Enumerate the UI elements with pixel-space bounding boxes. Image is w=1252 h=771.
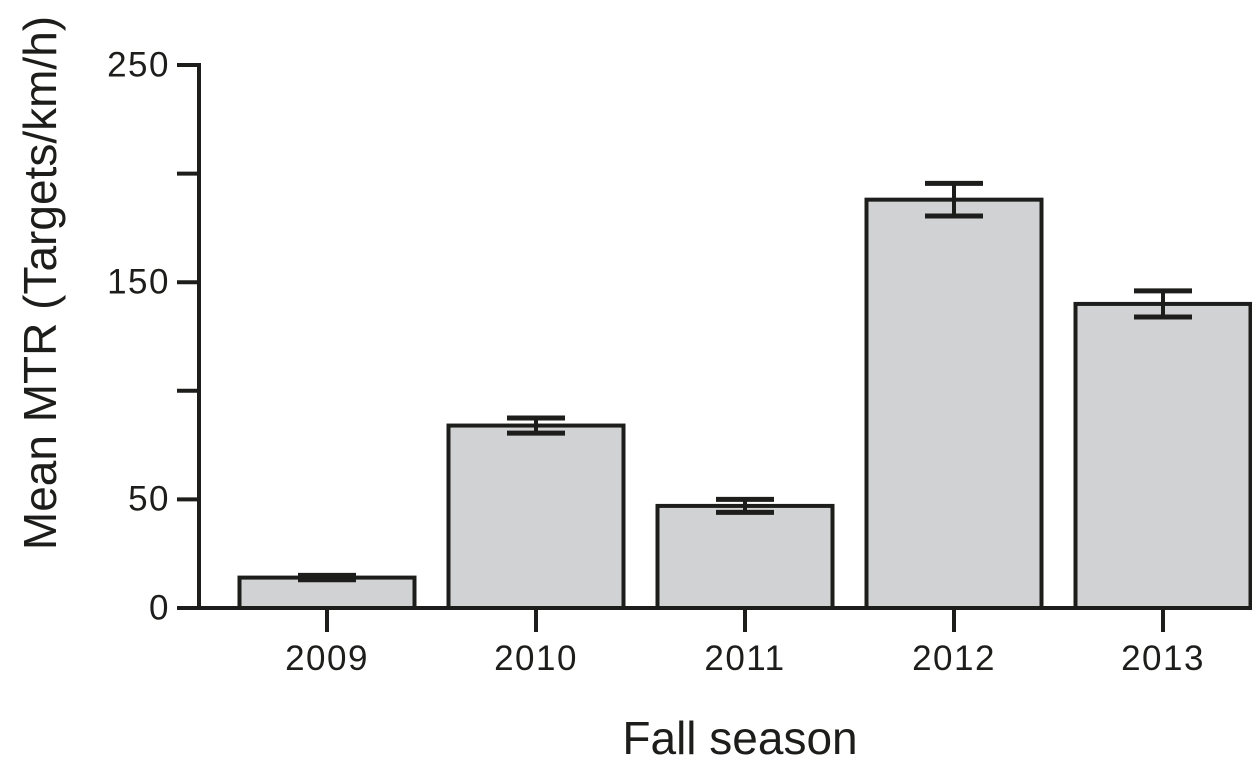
y-tick-label-0: 0	[149, 588, 170, 628]
x-tick-label-2011: 2011	[704, 639, 786, 678]
bar-2010	[446, 423, 626, 610]
bar-2012	[864, 197, 1044, 610]
y-axis-title: Mean MTR (Targets/km/h)	[14, 15, 66, 551]
y-tick-label-150: 150	[107, 262, 170, 302]
x-axis-title: Fall season	[622, 712, 858, 764]
x-tick-label-2012: 2012	[912, 639, 996, 678]
y-tick-label-250: 250	[107, 45, 170, 85]
x-tick-label-2013: 2013	[1121, 639, 1205, 678]
bar-2011	[655, 503, 835, 610]
bar-2013	[1073, 301, 1252, 610]
x-tick-label-2010: 2010	[494, 639, 578, 678]
y-tick-label-50: 50	[128, 479, 170, 519]
x-tick-label-2009: 2009	[285, 639, 369, 678]
